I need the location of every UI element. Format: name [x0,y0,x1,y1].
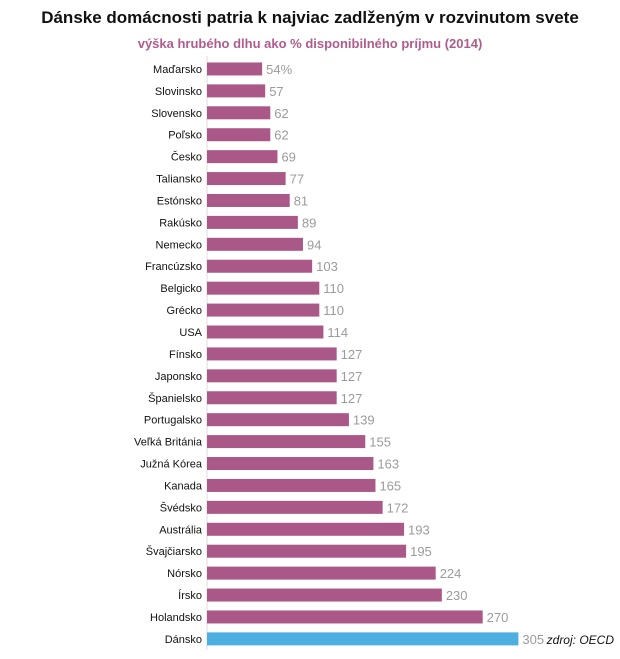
bar [207,62,263,76]
category-label: Slovinsko [155,86,202,98]
category-label: Holandsko [150,612,202,624]
bar [207,566,436,580]
value-label: 305 [522,632,544,647]
value-label: 110 [323,281,344,296]
category-label: Švajčiarsko [146,545,202,558]
bar [207,128,271,142]
bar [207,457,374,471]
bar [207,435,366,449]
value-label: 103 [316,259,338,274]
category-label: Írsko [178,589,202,602]
category-label: Taliansko [156,174,202,186]
category-label: Japonsko [155,371,202,383]
bar [207,610,483,624]
bar [207,303,320,317]
category-label: Austrália [159,524,203,536]
bar [207,237,303,251]
value-label: 127 [341,347,363,362]
value-label: 77 [290,172,304,187]
category-label: Grécko [167,305,202,317]
bar [207,347,337,361]
bar [207,632,519,646]
bar [207,193,290,207]
bar [207,391,337,405]
value-label: 110 [323,303,344,318]
category-label: Nemecko [156,239,202,251]
category-label: Nórsko [167,568,202,580]
bar [207,369,337,383]
value-label: 54% [266,62,292,77]
value-label: 94 [307,237,321,252]
bar [207,215,298,229]
category-label: Rakúsko [159,217,202,229]
category-label: Estónsko [157,195,202,207]
bar [207,325,324,339]
value-label: 62 [274,106,288,121]
category-label: Maďarsko [153,64,202,76]
value-label: 114 [327,325,348,340]
bar [207,500,383,514]
bar [207,259,313,273]
value-label: 165 [379,478,401,493]
value-label: 193 [408,522,430,537]
bar [207,522,405,536]
value-label: 270 [487,610,509,625]
category-label: Portugalsko [144,415,202,427]
value-label: 195 [410,544,432,559]
value-label: 230 [446,588,468,603]
bar [207,172,286,186]
chart-title: Dánske domácnosti patria k najviac zadlž… [41,8,579,27]
value-label: 172 [387,500,409,515]
category-label: Veľká Británia [134,437,203,449]
category-label: USA [179,327,202,339]
value-label: 81 [294,193,308,208]
bar [207,588,442,602]
value-label: 155 [369,435,391,450]
category-label: Francúzsko [145,261,202,273]
chart-subtitle: výška hrubého dlhu ako % disponibilného … [137,36,483,51]
bar [207,150,278,164]
category-label: Poľsko [168,130,202,142]
value-label: 127 [341,391,363,406]
value-label: 224 [440,566,462,581]
value-label: 89 [302,215,316,230]
bar [207,413,349,427]
bar [207,281,320,295]
category-label: Južná Kórea [140,459,203,471]
category-label: Belgicko [160,283,202,295]
category-label: Dánsko [165,634,202,646]
value-label: 127 [341,369,363,384]
category-label: Fínsko [169,349,202,361]
value-label: 62 [274,128,288,143]
category-label: Švédsko [160,501,202,514]
category-label: Slovensko [151,108,202,120]
category-label: Španielsko [148,392,202,405]
value-label: 163 [377,457,399,472]
bar [207,478,376,492]
category-label: Česko [171,151,202,164]
source-note: zdroj: OECD [546,633,614,647]
value-label: 139 [353,413,375,428]
value-label: 57 [269,84,283,99]
bar [207,106,271,120]
value-label: 69 [281,150,295,165]
bar [207,84,266,98]
bar [207,544,407,558]
category-label: Kanada [164,480,203,492]
